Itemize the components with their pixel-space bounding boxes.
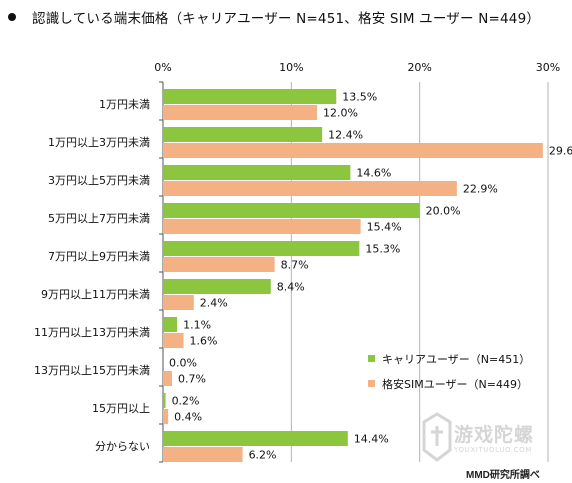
x-tick-label: 0% <box>154 61 171 74</box>
x-tick-label: 20% <box>407 61 431 74</box>
legend-label: キャリアユーザー（N=451） <box>382 353 530 366</box>
category-label: 9万円以上11万円未満 <box>41 288 150 301</box>
category-label: 15万円以上 <box>92 402 150 415</box>
legend-swatch-mvno <box>368 380 375 387</box>
data-label: 8.4% <box>277 281 305 294</box>
bar-mvno <box>163 181 457 196</box>
bar-mvno <box>163 219 361 234</box>
category-label: 11万円以上13万円未満 <box>34 326 150 339</box>
category-label: 3万円以上5万円未満 <box>48 174 150 187</box>
bar-mvno <box>163 257 275 272</box>
legend-label: 格安SIMユーザー（N=449） <box>382 377 528 391</box>
data-label: 1.1% <box>183 319 211 332</box>
data-label: 22.9% <box>463 183 498 196</box>
bar-mvno <box>163 409 169 424</box>
category-label: 分からない <box>95 440 150 453</box>
chart-title: 認識している端末価格（キャリアユーザー N=451、格安 SIM ユーザー N=… <box>32 11 541 27</box>
category-label: 1万円未満 <box>99 98 150 111</box>
bar-mvno <box>163 371 172 386</box>
data-label: 6.2% <box>249 449 277 462</box>
watermark: 游戏陀螺 YOUXITUOLUO.COM <box>420 392 568 478</box>
source-credit: MMD研究所調べ <box>466 466 540 481</box>
bar-carrier <box>163 431 348 446</box>
bar-carrier <box>163 165 351 180</box>
data-label: 29.6% <box>549 145 572 158</box>
watermark-gyroscope-icon <box>422 412 452 462</box>
x-tick-label: 30% <box>536 61 560 74</box>
data-label: 0.4% <box>174 411 202 424</box>
watermark-url: YOUXITUOLUO.COM <box>454 446 532 454</box>
data-label: 0.7% <box>178 373 206 386</box>
data-label: 12.4% <box>328 129 363 142</box>
data-label: 14.4% <box>354 433 389 446</box>
bullet-icon <box>8 13 16 21</box>
bar-carrier <box>163 241 360 256</box>
data-label: 0.0% <box>169 357 197 370</box>
bar-carrier <box>163 393 166 408</box>
category-label: 7万円以上9万円未満 <box>48 250 150 263</box>
data-label: 13.5% <box>342 91 377 104</box>
data-label: 0.2% <box>172 395 200 408</box>
data-label: 12.0% <box>323 107 358 120</box>
bar-carrier <box>163 203 420 218</box>
bar-carrier <box>163 127 323 142</box>
bar-carrier <box>163 317 178 332</box>
source-text: MMD研究所調べ <box>466 470 540 481</box>
category-label: 1万円以上3万円未満 <box>48 136 150 149</box>
legend-swatch-carrier <box>368 355 375 362</box>
category-label: 5万円以上7万円未満 <box>48 212 150 225</box>
bar-mvno <box>163 143 543 158</box>
bar-mvno <box>163 105 317 120</box>
bar-carrier <box>163 89 337 104</box>
watermark-text: 游戏陀螺 <box>454 424 535 446</box>
data-label: 20.0% <box>426 205 461 218</box>
bar-carrier <box>163 279 271 294</box>
data-label: 2.4% <box>200 297 228 310</box>
data-label: 1.6% <box>190 335 218 348</box>
data-label: 15.3% <box>365 243 400 256</box>
title-row: 認識している端末価格（キャリアユーザー N=451、格安 SIM ユーザー N=… <box>8 6 540 28</box>
data-label: 8.7% <box>281 259 309 272</box>
x-tick-label: 10% <box>279 61 303 74</box>
data-label: 15.4% <box>367 221 402 234</box>
category-label: 13万円以上15万円未満 <box>34 364 150 377</box>
bar-mvno <box>163 295 194 310</box>
bar-mvno <box>163 447 243 462</box>
bar-mvno <box>163 333 184 348</box>
data-label: 14.6% <box>356 167 391 180</box>
